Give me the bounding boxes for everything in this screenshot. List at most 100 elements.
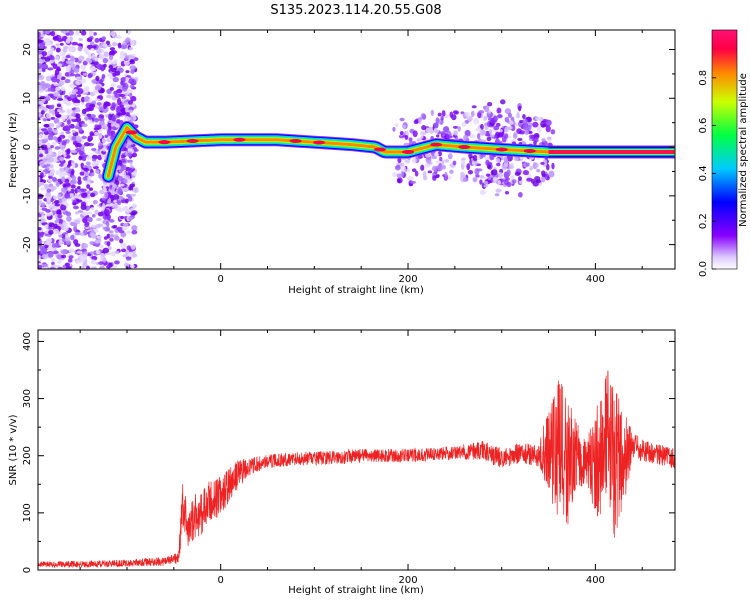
noise-blob xyxy=(126,230,131,235)
noise-blob xyxy=(41,147,48,151)
snr-y-tick-label: 400 xyxy=(22,332,33,351)
noise-blob xyxy=(79,171,85,176)
scatter-blob xyxy=(487,112,491,116)
noise-blob xyxy=(94,98,101,102)
noise-blob xyxy=(87,73,93,78)
scatter-blob xyxy=(524,129,530,135)
noise-blob xyxy=(65,265,72,269)
noise-blob xyxy=(39,245,46,251)
noise-blob xyxy=(66,215,72,222)
noise-blob xyxy=(58,234,63,238)
noise-blob xyxy=(86,265,90,269)
scatter-blob xyxy=(400,170,404,178)
noise-blob xyxy=(45,191,52,198)
scatter-blob xyxy=(436,164,444,172)
scatter-blob xyxy=(404,134,409,140)
noise-blob xyxy=(83,86,90,93)
noise-blob xyxy=(77,43,83,47)
scatter-blob xyxy=(416,138,422,142)
noise-blob xyxy=(83,47,89,53)
noise-blob xyxy=(99,189,105,195)
noise-blob xyxy=(66,187,72,192)
scatter-blob xyxy=(122,82,126,88)
scatter-blob xyxy=(496,162,501,167)
scatter-blob xyxy=(550,129,556,135)
noise-blob xyxy=(108,32,115,36)
noise-blob xyxy=(54,203,61,207)
colorbar-tick-label: 0.8 xyxy=(698,70,709,86)
noise-blob xyxy=(45,95,51,101)
spectrogram-frame xyxy=(37,29,676,270)
noise-blob xyxy=(48,122,55,128)
noise-blob xyxy=(95,250,101,255)
noise-blob xyxy=(55,181,60,187)
noise-blob xyxy=(81,211,89,217)
noise-blob xyxy=(52,91,60,97)
noise-blob xyxy=(47,178,53,183)
noise-blob xyxy=(84,172,91,177)
noise-blob xyxy=(120,44,127,50)
scatter-blob xyxy=(534,163,539,168)
scatter-blob xyxy=(546,136,552,141)
noise-blob xyxy=(82,60,88,66)
scatter-blob xyxy=(510,124,516,132)
noise-blob xyxy=(38,126,42,130)
colorbar-tick-label: 0.4 xyxy=(698,165,709,181)
scatter-blob xyxy=(409,180,416,184)
scatter-blob xyxy=(479,190,487,195)
noise-blob xyxy=(103,236,108,240)
noise-blob xyxy=(113,194,120,200)
noise-blob xyxy=(127,195,133,202)
noise-blob xyxy=(69,73,76,77)
noise-blob xyxy=(38,100,41,105)
noise-blob xyxy=(39,218,46,223)
noise-blob xyxy=(80,78,87,84)
noise-blob xyxy=(57,214,63,219)
noise-blob xyxy=(67,257,73,263)
scatter-blob xyxy=(503,156,508,164)
noise-blob xyxy=(74,211,80,215)
noise-blob xyxy=(109,218,115,223)
noise-blob xyxy=(38,108,43,112)
scatter-blob xyxy=(434,152,439,157)
noise-blob xyxy=(68,255,74,259)
noise-blob xyxy=(90,66,97,72)
noise-blob xyxy=(55,54,60,61)
scatter-blob xyxy=(420,131,427,136)
noise-blob xyxy=(45,213,52,217)
scatter-blob xyxy=(119,183,124,187)
noise-blob xyxy=(109,237,114,242)
ridge-peak xyxy=(523,148,536,153)
noise-blob xyxy=(92,45,97,49)
noise-blob xyxy=(85,57,90,63)
noise-blob xyxy=(82,176,88,181)
noise-blob xyxy=(74,231,81,236)
noise-blob xyxy=(45,199,52,205)
noise-blob xyxy=(57,150,62,157)
noise-blob xyxy=(52,36,59,42)
noise-blob xyxy=(89,103,96,108)
noise-blob xyxy=(87,211,92,215)
spectrogram-ticks: 0 200 400 -20 -10 0 10 20 xyxy=(22,30,675,285)
noise-blob xyxy=(79,266,86,269)
scatter-blob xyxy=(532,121,539,128)
scatter-blob xyxy=(413,119,419,125)
noise-blob xyxy=(112,76,120,83)
noise-blob xyxy=(129,84,135,89)
noise-blob xyxy=(64,72,70,77)
scatter-blob xyxy=(508,164,515,170)
noise-blob xyxy=(41,63,49,69)
noise-blob xyxy=(68,109,73,114)
scatter-blob xyxy=(124,147,128,152)
noise-blob xyxy=(128,216,134,221)
noise-blob xyxy=(41,51,48,57)
noise-blob xyxy=(69,94,76,99)
noise-blob xyxy=(108,65,114,70)
noise-blob xyxy=(94,37,100,43)
noise-blob xyxy=(54,146,61,150)
noise-blob xyxy=(55,86,61,92)
noise-blob xyxy=(131,225,138,231)
scatter-blob xyxy=(545,119,552,126)
noise-blob xyxy=(38,42,44,49)
colorbar-label: Normalized spectral amplitude xyxy=(738,73,749,227)
